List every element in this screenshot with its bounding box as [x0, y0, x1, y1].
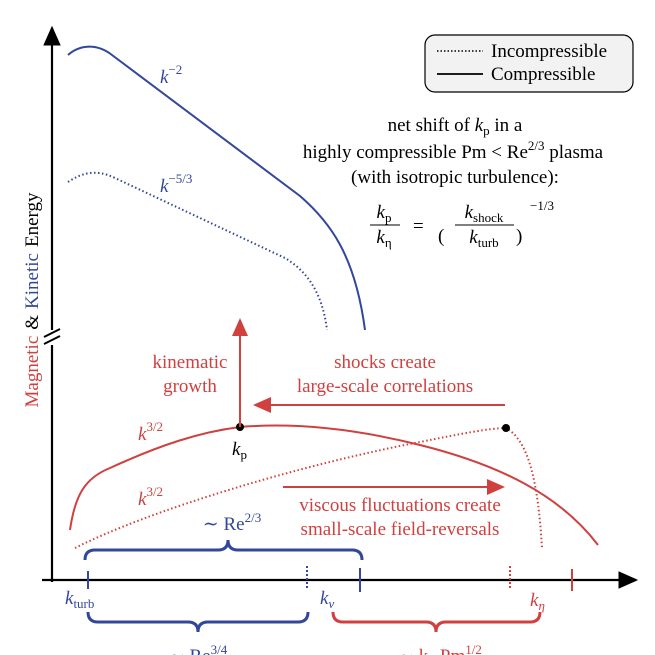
label-part: k: [320, 588, 329, 609]
formula-part: η: [385, 235, 392, 250]
x-label: kν: [320, 588, 334, 611]
label-part: k: [138, 489, 147, 510]
label-part: &: [22, 315, 43, 330]
axis-break: [43, 328, 61, 338]
label-part: 3/2: [146, 419, 163, 434]
peak-label: kp: [232, 439, 247, 462]
label-part: 3/4: [211, 642, 228, 655]
brace: [86, 611, 310, 633]
note-line: (with isotropic turbulence):: [351, 167, 559, 188]
formula-part: kp: [377, 202, 392, 225]
label-part: k: [160, 67, 169, 88]
label-part: p: [240, 447, 247, 462]
label-part: k: [160, 176, 169, 197]
formula-part: kturb: [469, 227, 498, 250]
note-line: highly compressible Pm < Re2/3 plasma: [303, 138, 604, 163]
magnetic-compressible: [69, 424, 599, 546]
annotation: kinematic: [153, 352, 228, 373]
formula-part: p: [385, 210, 392, 225]
x-label: kη: [530, 590, 545, 613]
label-part: k: [530, 590, 539, 611]
peak-point: [502, 424, 510, 432]
label-part: 3/2: [146, 484, 163, 499]
label-part: k: [65, 588, 74, 609]
brace: [83, 539, 364, 561]
annotation: large-scale correlations: [297, 376, 473, 397]
legend-item: Compressible: [491, 64, 596, 85]
annotation: shocks create: [334, 352, 436, 373]
formula-part: shock: [473, 210, 504, 225]
note-part: plasma: [545, 142, 604, 163]
brace-label: ∼ kη Pm1/2: [398, 642, 482, 655]
formula-part: (: [438, 226, 444, 247]
label-part: ∼ Re: [169, 646, 211, 655]
legend-box: [424, 34, 634, 93]
label-part: ∼ Re: [203, 514, 245, 535]
kinetic-incompressible: [67, 171, 328, 331]
kinetic-compressible: [67, 45, 366, 331]
curve-label: k3/2: [138, 419, 163, 445]
note-part: in a: [490, 115, 523, 136]
label-part: Kinetic: [22, 253, 43, 309]
formula-part: ): [516, 226, 522, 247]
formula-part: kshock: [465, 202, 504, 225]
formula-part: =: [413, 216, 424, 237]
legend-item: Incompressible: [491, 41, 607, 62]
formula-part: k: [376, 227, 385, 248]
y-axis-label: Magnetic & Kinetic Energy: [22, 192, 43, 408]
label-part: −5/3: [168, 171, 192, 186]
label-part: 2/3: [245, 510, 262, 525]
note-part: highly compressible Pm < Re: [303, 142, 528, 163]
axis-break: [43, 335, 61, 345]
note-part: p: [483, 123, 490, 138]
annotation: viscous fluctuations create: [299, 495, 501, 516]
formula-part: k: [465, 202, 474, 223]
curve-label: k−2: [160, 62, 182, 88]
brace-label: ∼ Re3/4: [169, 642, 228, 655]
note-part: 2/3: [528, 138, 545, 153]
brace-label: ∼ Re2/3: [203, 510, 261, 535]
note-part: k: [475, 115, 484, 136]
x-label: kturb: [65, 588, 94, 611]
curve-label: k3/2: [138, 484, 163, 510]
label-part: turb: [73, 596, 94, 611]
label-part: ν: [328, 596, 334, 611]
note-line: net shift of kp in a: [388, 115, 523, 138]
formula-part: −1/3: [530, 198, 554, 213]
label-part: 1/2: [465, 642, 482, 655]
annotation: growth: [163, 376, 217, 397]
label-part: Energy: [22, 192, 43, 247]
brace: [331, 611, 542, 633]
formula: kp kη = ( kshock kturb ) −1/3: [370, 198, 554, 250]
label-part: k: [138, 424, 147, 445]
label-part: k: [232, 439, 241, 460]
formula-part: k: [469, 227, 478, 248]
curve-label: k−5/3: [160, 171, 192, 197]
formula-part: k: [377, 202, 386, 223]
note-part: net shift of: [388, 115, 475, 136]
label-part: η: [538, 598, 544, 613]
formula-part: kη: [376, 227, 391, 250]
label-part: Magnetic: [22, 336, 43, 408]
label-part: −2: [168, 62, 182, 77]
formula-part: turb: [478, 235, 499, 250]
annotation: small-scale field-reversals: [301, 519, 500, 540]
label-part: Pm: [435, 646, 465, 655]
label-part: ∼ k: [398, 646, 429, 655]
